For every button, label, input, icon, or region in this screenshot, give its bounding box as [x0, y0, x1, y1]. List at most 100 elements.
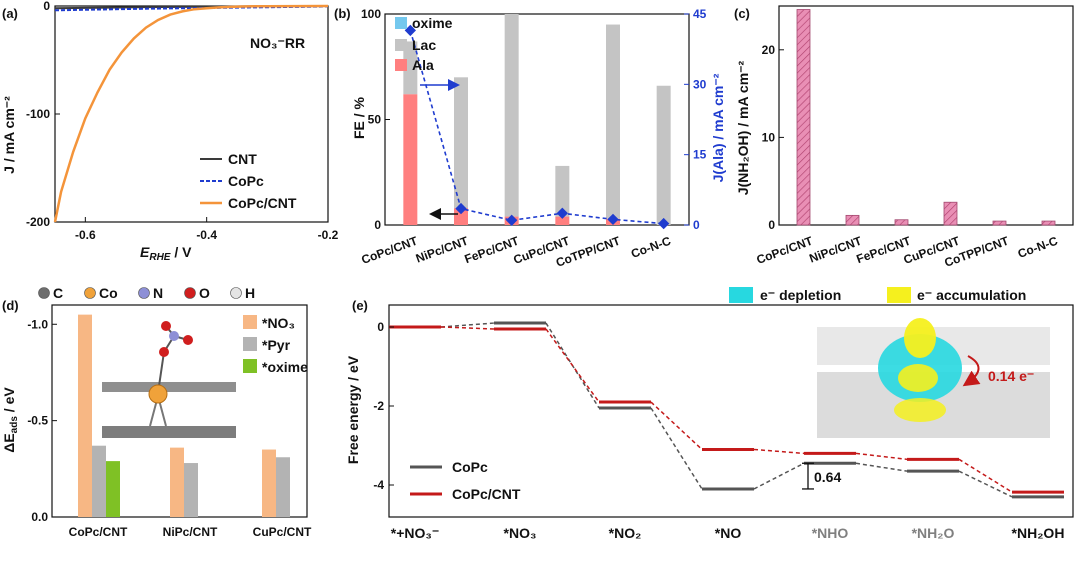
d-ytick-label: -1.0 — [27, 317, 48, 331]
c-bar-nhoh — [1041, 220, 1056, 226]
panel-d: (d) C Co N O H CoPc/CNT NiPc/CNT CuPc/CNT 0.0 -0… — [1, 285, 312, 539]
d-ytick-label: 0.0 — [31, 510, 48, 524]
e-category-label: *NO — [715, 525, 742, 541]
c-bar-nhoh — [894, 219, 909, 226]
e-category-label: *NO₃ — [504, 525, 537, 541]
legend-lac-label: Lac — [412, 37, 436, 53]
c-category-label: Co-N-C — [1016, 234, 1060, 261]
a-xtick-label: -0.4 — [196, 228, 217, 242]
c-bar-nhoh — [796, 9, 811, 226]
panel-e-charge-legend: e⁻ depletion e⁻ accumulation — [729, 287, 1026, 303]
e-connector-copc-cnt — [440, 326, 495, 330]
a-series-copc-cnt — [53, 4, 329, 223]
e-connector-copc-cnt — [753, 448, 805, 455]
d-bar — [276, 457, 290, 517]
panel-b-bars — [403, 14, 671, 226]
b-jala-point — [658, 217, 670, 230]
legend-copc-label: CoPc — [228, 173, 264, 189]
b-bar-lac — [454, 77, 468, 209]
e-connector-copc-cnt — [650, 401, 703, 450]
a-ytick-label: 0 — [43, 0, 50, 13]
panel-a-xlabel: ERHE / V — [140, 244, 192, 263]
e-category-label: *+NO₃⁻ — [391, 525, 440, 541]
legend-no3-swatch — [243, 315, 257, 329]
legend-lac-swatch — [395, 39, 407, 51]
panel-e-charge-density-model: 0.14 e⁻ — [817, 318, 1050, 438]
b-y2tick-label: 45 — [693, 7, 707, 21]
a-ytick-label: -100 — [26, 107, 50, 121]
panel-c-ylabel: J(NH₂OH) / mA cm⁻² — [735, 60, 751, 195]
e-connector-copc — [855, 462, 908, 472]
e-category-label: *NH₂OH — [1012, 525, 1065, 541]
d-category-label: CuPc/CNT — [253, 525, 312, 539]
b-bar-ala — [403, 94, 418, 226]
legend-copccnt-path-label: CoPc/CNT — [452, 486, 521, 502]
legend-copccnt-label: CoPc/CNT — [228, 195, 297, 211]
c-bar-nhoh — [943, 201, 958, 226]
atom-legend-label: C — [53, 285, 63, 301]
panel-a-ticks: -0.6 -0.4 -0.2 0 -100 -200 — [26, 0, 339, 242]
panel-b-letter: (b) — [334, 6, 351, 21]
d-category-label: CoPc/CNT — [69, 525, 128, 539]
legend-ala-swatch — [395, 59, 407, 71]
e-connector-copc-cnt — [958, 458, 1013, 493]
a-ytick-label: -200 — [26, 215, 50, 229]
panel-d-ylabel-unit: / eV — [1, 387, 17, 416]
b-jala-polyline — [409, 30, 664, 225]
e-ytick-label: -4 — [373, 478, 384, 492]
b-y2tick-label: 0 — [693, 218, 700, 232]
panel-b: (b) CoPc/CNTNiPc/CNTFePc/CNTCuPc/CNTCoTP… — [334, 6, 726, 270]
e-connector-copc — [753, 462, 805, 490]
legend-accumulation-label: e⁻ accumulation — [917, 287, 1026, 303]
e-barrier-value: 0.64 — [814, 469, 841, 485]
b-jala-point — [607, 213, 619, 226]
a-xtick-label: -0.6 — [75, 228, 96, 242]
c-bar-nhoh — [992, 220, 1007, 226]
panel-c-frame — [778, 5, 1074, 226]
b-bar-ala — [555, 216, 570, 225]
legend-no3-label: *NO₃ — [262, 315, 295, 331]
e-connector-copc — [650, 407, 703, 490]
atom-legend-dot — [138, 287, 150, 299]
c-ytick-label: 10 — [762, 130, 776, 144]
e-category-label: *NHO — [812, 525, 849, 541]
panel-a-lines — [53, 4, 329, 223]
b-jala-point — [556, 207, 568, 219]
panel-a-legend: CNT CoPc CoPc/CNT — [200, 151, 297, 211]
legend-depletion-label: e⁻ depletion — [760, 287, 841, 303]
panel-d-ylabel-main: ΔE — [1, 433, 17, 452]
e-connector-copc — [440, 322, 495, 328]
e-category-label: *NO₂ — [609, 525, 642, 541]
e-connector-copc — [958, 470, 1013, 498]
panel-d-legend: *NO₃ *Pyr *oxime — [243, 315, 308, 375]
atom-legend-label: N — [153, 285, 163, 301]
b-bar-lac — [606, 24, 620, 219]
d-bar — [184, 463, 198, 517]
panel-d-ylabel: ΔEads / eV — [1, 387, 20, 453]
d-bar — [170, 447, 184, 517]
panel-b-ylabel: FE / % — [351, 96, 367, 139]
legend-pyr-label: *Pyr — [262, 337, 291, 353]
atom-legend-label: H — [245, 285, 255, 301]
legend-oxime-swatch — [395, 17, 407, 29]
b-bar-ala — [454, 208, 468, 225]
e-connector-copc-cnt — [855, 452, 908, 461]
panel-e-path-legend: CoPc CoPc/CNT — [410, 459, 521, 502]
e-connector-copc-cnt — [545, 328, 600, 403]
b-category-label: Co-N-C — [629, 234, 673, 261]
b-category-label: FePc/CNT — [463, 233, 522, 266]
panel-c-letter: (c) — [734, 6, 750, 21]
d-ytick-label: -0.5 — [27, 414, 48, 428]
panel-b-jala-line — [404, 24, 670, 230]
panel-d-ticks: CoPc/CNT NiPc/CNT CuPc/CNT 0.0 -0.5 -1.0 — [27, 317, 312, 539]
panel-d-atom-legend: C Co N O H — [38, 285, 255, 301]
b-category-label: CoPc/CNT — [359, 233, 420, 266]
atom-legend-dot — [230, 287, 242, 299]
panel-d-letter: (d) — [2, 298, 19, 313]
panel-a-xlabel-sub: RHE — [149, 252, 170, 263]
panel-d-bars — [78, 314, 290, 517]
atom-legend-dot — [38, 287, 50, 299]
b-y2tick-label: 30 — [693, 77, 707, 91]
d-bar — [78, 314, 92, 517]
legend-oxime-d-label: *oxime — [262, 359, 308, 375]
